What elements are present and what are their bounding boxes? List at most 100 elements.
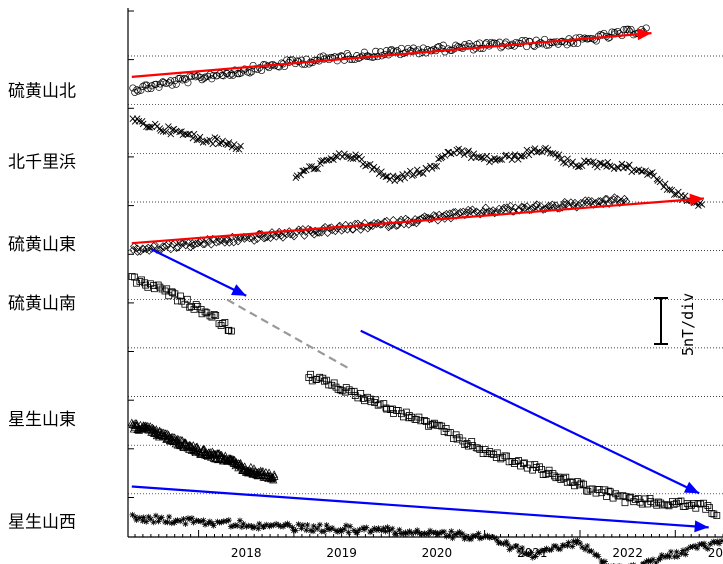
data-point <box>256 520 263 527</box>
data-point <box>192 301 200 309</box>
data-point <box>168 81 176 89</box>
data-point <box>464 442 472 450</box>
data-point <box>148 423 157 432</box>
data-point <box>584 487 592 495</box>
data-point <box>403 216 412 225</box>
data-point <box>128 273 136 280</box>
data-point <box>414 527 421 534</box>
data-point <box>475 39 484 47</box>
data-point <box>564 542 571 549</box>
data-point <box>576 163 583 170</box>
series-asterisk <box>129 511 723 564</box>
data-point <box>188 515 195 522</box>
data-point <box>425 530 432 537</box>
data-point <box>162 241 171 250</box>
data-point <box>570 538 577 545</box>
data-point <box>166 513 173 520</box>
data-point <box>201 308 209 316</box>
data-point <box>307 527 314 534</box>
data-point <box>472 533 479 540</box>
data-point <box>642 24 650 32</box>
data-point <box>544 201 553 210</box>
data-point <box>178 238 187 247</box>
data-point <box>583 487 590 495</box>
data-point <box>212 311 220 319</box>
data-point <box>426 421 434 429</box>
data-point <box>622 163 630 170</box>
data-point <box>599 560 606 564</box>
data-point <box>228 454 237 463</box>
data-point <box>689 543 696 550</box>
data-point <box>614 163 621 171</box>
data-point <box>492 454 500 461</box>
data-point <box>376 400 384 408</box>
data-point <box>178 76 186 84</box>
data-point <box>374 218 383 227</box>
data-point <box>328 381 336 389</box>
data-point <box>161 287 169 295</box>
data-point <box>304 225 313 234</box>
data-point <box>601 486 609 494</box>
data-point <box>235 233 244 242</box>
data-point <box>232 233 241 242</box>
data-point <box>435 421 443 429</box>
data-point <box>143 518 150 525</box>
data-point <box>139 245 148 254</box>
data-point <box>586 485 594 493</box>
data-point <box>444 429 452 437</box>
data-point <box>286 522 293 529</box>
data-point <box>289 524 296 531</box>
data-point <box>219 319 227 327</box>
data-point <box>601 194 610 203</box>
data-point <box>552 543 559 550</box>
data-point <box>560 474 567 482</box>
x-tick-label: 2019 <box>326 546 357 560</box>
axes: 2018 2019 2020 2021 2022 2023 <box>127 8 723 560</box>
data-point <box>452 41 460 49</box>
data-point <box>387 45 396 54</box>
data-point <box>642 167 650 174</box>
data-point <box>546 149 554 157</box>
data-point <box>544 146 552 154</box>
data-point <box>129 511 136 518</box>
data-point <box>601 558 608 564</box>
data-point <box>136 247 145 256</box>
data-point <box>603 493 610 500</box>
data-point <box>479 450 487 458</box>
data-point <box>500 203 509 212</box>
data-point <box>143 81 151 89</box>
data-point <box>648 169 656 176</box>
data-point <box>177 518 184 525</box>
data-point <box>215 320 223 328</box>
data-point <box>624 25 632 33</box>
data-point <box>522 202 531 211</box>
data-point <box>470 150 478 158</box>
data-point <box>179 443 188 451</box>
data-point <box>352 154 360 162</box>
data-point <box>497 539 504 546</box>
data-point <box>154 281 162 289</box>
data-point <box>133 86 141 94</box>
data-point <box>460 211 469 220</box>
data-point <box>214 455 223 464</box>
data-point <box>142 281 150 289</box>
data-point <box>599 200 608 209</box>
data-point <box>474 444 482 452</box>
data-point <box>316 521 323 528</box>
data-point <box>656 178 664 186</box>
data-point <box>438 422 446 430</box>
data-point <box>442 424 450 432</box>
data-point <box>156 80 164 88</box>
data-point <box>702 543 709 550</box>
data-point <box>475 530 482 537</box>
data-point <box>557 546 564 553</box>
data-point <box>464 205 473 214</box>
data-point <box>385 222 394 231</box>
data-point <box>186 516 193 523</box>
station-label: 北千里浜 <box>8 153 76 173</box>
data-point <box>270 522 277 529</box>
data-point <box>533 149 541 156</box>
data-point <box>468 205 477 214</box>
data-point <box>272 232 281 241</box>
data-point <box>260 523 267 530</box>
